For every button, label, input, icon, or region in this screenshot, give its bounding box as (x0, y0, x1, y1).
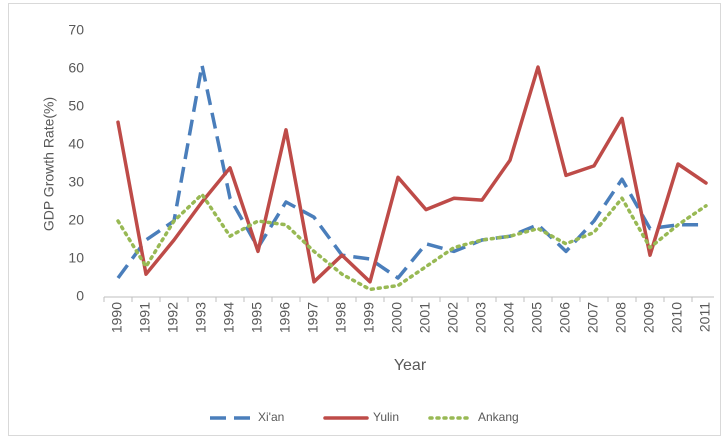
chart-border (8, 3, 721, 436)
x-tick-label: 2008 (613, 302, 629, 333)
x-tick-label: 2010 (669, 302, 685, 333)
series-line (116, 65, 708, 284)
x-tick-label: 2011 (697, 302, 713, 332)
x-tick-label: 2007 (585, 302, 601, 333)
y-tick-label: 60 (68, 60, 84, 76)
legend-label: Ankang (478, 410, 519, 424)
x-tick-label: 2004 (501, 302, 517, 333)
x-tick-label: 1994 (221, 302, 237, 333)
x-tick-label: 1993 (193, 302, 209, 333)
x-tick-label: 1996 (277, 302, 293, 333)
y-tick-label: 10 (68, 250, 84, 266)
x-tick-label: 1995 (249, 302, 265, 333)
series-line (116, 192, 708, 292)
y-tick-label: 30 (68, 174, 84, 190)
legend-label: Yulin (373, 410, 399, 424)
x-tick-label: 1991 (137, 302, 153, 333)
y-tick-label: 50 (68, 98, 84, 114)
x-tick-label: 2003 (473, 302, 489, 333)
y-tick-label: 40 (68, 136, 84, 152)
x-tick-label: 2001 (417, 302, 433, 333)
x-axis-label: Year (394, 357, 427, 374)
y-tick-label: 70 (68, 22, 84, 38)
x-tick-label: 1997 (305, 302, 321, 333)
x-tick-label: 1999 (361, 302, 377, 333)
y-tick-label: 20 (68, 212, 84, 228)
x-tick-label: 2006 (557, 302, 573, 333)
x-tick-label: 1998 (333, 302, 349, 333)
series-line (116, 63, 706, 280)
x-tick-label: 2000 (389, 302, 405, 333)
x-tick-label: 1990 (109, 302, 125, 333)
y-axis-label: GDP Growth Rate(%) (41, 97, 57, 231)
x-tick-label: 2005 (529, 302, 545, 333)
y-tick-label: 0 (76, 288, 84, 304)
x-tick-label: 1992 (165, 302, 181, 333)
x-tick-label: 2002 (445, 302, 461, 333)
x-tick-label: 2009 (641, 302, 657, 333)
legend-label: Xi'an (258, 410, 284, 424)
